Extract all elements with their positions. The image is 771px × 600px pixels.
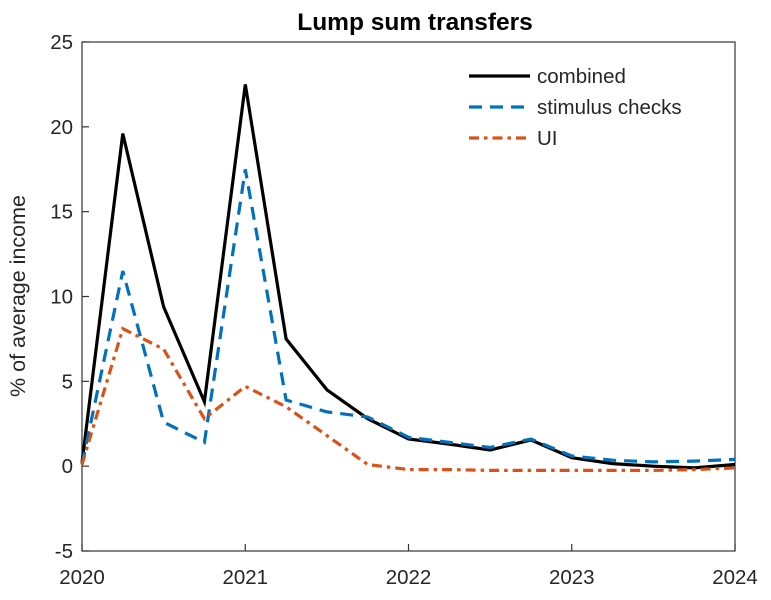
y-tick-label: 15 [50,201,73,224]
x-tick-label: 2020 [59,566,105,589]
y-tick-label: 5 [62,370,73,393]
y-tick-label: 0 [62,455,73,478]
y-tick-label: -5 [55,540,73,563]
legend-label: combined [537,65,626,88]
y-tick-label: 20 [50,116,73,139]
legend: combined stimulus checks UI [469,65,682,150]
series-line-UI [80,326,736,472]
legend-item-combined: combined [469,65,626,88]
chart-title: Lump sum transfers [297,9,533,36]
series-line-stimulus-checks [80,169,736,465]
series-lines [80,84,736,472]
y-axis-label: % of average income [6,195,30,397]
x-axis-tick-labels: 2020 2021 2022 2023 2024 [59,566,758,589]
legend-label: UI [537,127,558,150]
y-tick-label: 10 [50,286,73,309]
y-tick-label: 25 [50,31,73,54]
x-tick-label: 2024 [712,566,758,589]
series-line-combined [80,84,736,470]
legend-label: stimulus checks [537,96,682,119]
legend-item-UI: UI [469,127,558,150]
x-tick-label: 2023 [549,566,595,589]
axis-ticks [81,41,736,552]
y-axis-tick-labels: -5 0 5 10 15 20 25 [50,31,73,563]
legend-item-stimulus-checks: stimulus checks [469,96,682,119]
x-tick-label: 2021 [222,566,268,589]
x-tick-label: 2022 [386,566,432,589]
